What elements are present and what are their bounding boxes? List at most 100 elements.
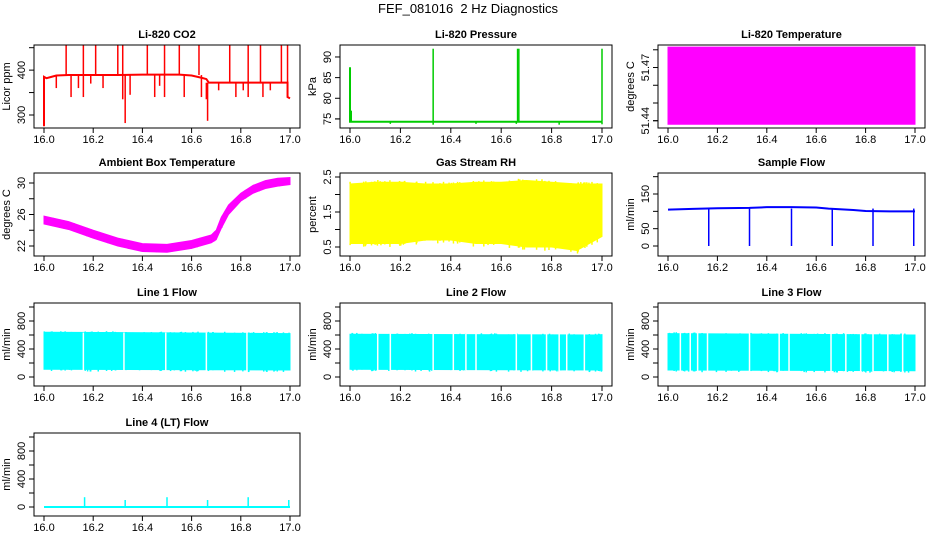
y-tick-label: 300 [16,106,28,124]
x-tick-label: 16.4 [132,522,153,534]
x-tick-label: 16.4 [440,134,461,146]
x-tick-label: 16.6 [490,134,511,146]
x-tick-label: 17.0 [591,262,612,274]
y-axis-label: ml/min [1,458,13,490]
x-tick-label: 16.8 [230,392,251,404]
x-tick-label: 16.4 [132,262,153,274]
y-tick-label: 800 [322,312,334,330]
y-axis-label: ml/min [1,328,13,360]
x-tick-label: 16.6 [181,262,202,274]
x-tick-label: 16.0 [33,262,54,274]
x-tick-label: 16.6 [181,392,202,404]
x-tick-label: 16.8 [230,134,251,146]
panel-title: Gas Stream RH [436,157,516,169]
x-tick-label: 16.2 [390,392,411,404]
x-tick-label: 16.0 [33,392,54,404]
x-tick-label: 16.0 [657,392,678,404]
x-tick-label: 16.6 [181,522,202,534]
y-tick-label: 90 [322,51,334,63]
y-tick-label: 400 [640,340,652,358]
y-tick-label: 75 [322,113,334,125]
x-tick-label: 16.4 [132,134,153,146]
series-line [43,73,291,127]
x-tick-label: 16.6 [805,134,826,146]
y-tick-label: 85 [322,71,334,83]
x-tick-label: 17.0 [591,134,612,146]
x-tick-label: 16.0 [339,262,360,274]
y-tick-label: 0 [640,243,652,249]
x-tick-label: 16.8 [541,262,562,274]
series-band [43,176,291,253]
x-tick-label: 17.0 [279,134,300,146]
y-axis-label: ml/min [625,198,637,230]
x-tick-label: 16.2 [390,134,411,146]
x-tick-label: 17.0 [904,134,925,146]
x-tick-label: 16.8 [855,134,876,146]
y-axis-label: degrees C [1,189,13,240]
y-tick-label: 0 [16,504,28,510]
y-tick-label: 800 [16,442,28,460]
x-tick-label: 16.6 [490,392,511,404]
x-tick-label: 16.8 [541,392,562,404]
y-tick-label: 400 [16,61,28,79]
panel-title: Line 3 Flow [762,287,822,299]
series-band [667,333,916,372]
y-tick-label: 26 [16,208,28,220]
x-tick-label: 16.2 [707,262,728,274]
x-tick-label: 16.0 [657,134,678,146]
x-tick-label: 16.8 [541,134,562,146]
y-axis-label: ml/min [307,328,319,360]
y-tick-label: 0.5 [322,239,334,254]
panel-title: Line 2 Flow [446,287,506,299]
x-tick-label: 16.2 [707,392,728,404]
x-tick-label: 16.0 [339,134,360,146]
x-tick-label: 16.6 [181,134,202,146]
panel-title: Li-820 CO2 [138,29,195,41]
y-tick-label: 1.5 [322,204,334,219]
y-tick-label: 400 [322,340,334,358]
panel-title: Ambient Box Temperature [99,157,236,169]
y-axis-label: Licor ppm [1,62,13,110]
x-tick-label: 16.4 [756,262,777,274]
x-tick-label: 16.8 [230,262,251,274]
y-tick-label: 80 [322,92,334,104]
x-tick-label: 16.2 [707,134,728,146]
series-band [667,46,916,125]
x-tick-label: 17.0 [904,262,925,274]
y-tick-label: 0 [16,374,28,380]
x-tick-label: 16.2 [82,134,103,146]
x-tick-label: 16.2 [82,262,103,274]
y-tick-label: 50 [640,223,652,235]
x-tick-label: 16.2 [390,262,411,274]
x-tick-label: 16.0 [657,262,678,274]
x-tick-label: 16.8 [855,262,876,274]
panel-title: Li-820 Pressure [435,29,517,41]
y-tick-label: 150 [640,185,652,203]
y-tick-label: 400 [16,470,28,488]
x-tick-label: 16.4 [440,262,461,274]
panel-title: Line 4 (LT) Flow [126,417,209,429]
y-axis-label: kPa [307,76,319,96]
y-tick-label: 400 [16,340,28,358]
x-tick-label: 16.6 [490,262,511,274]
x-tick-label: 17.0 [904,392,925,404]
series-band [349,179,603,252]
x-tick-label: 16.8 [230,522,251,534]
panel-4: 16.0 16.2 16.4 16.6 16.8 17.0 0.5 1.5 2.5percent… [307,157,613,274]
figure-title: FEF_081016 2 Hz Diagnostics [378,1,558,16]
plot-frame [339,44,613,129]
y-tick-label: 800 [16,312,28,330]
x-tick-label: 17.0 [279,262,300,274]
series-band [43,331,291,371]
panel-title: Sample Flow [758,157,826,169]
y-tick-label: 2.5 [322,169,334,184]
y-tick-label: 51.47 [640,54,652,82]
x-tick-label: 17.0 [279,392,300,404]
